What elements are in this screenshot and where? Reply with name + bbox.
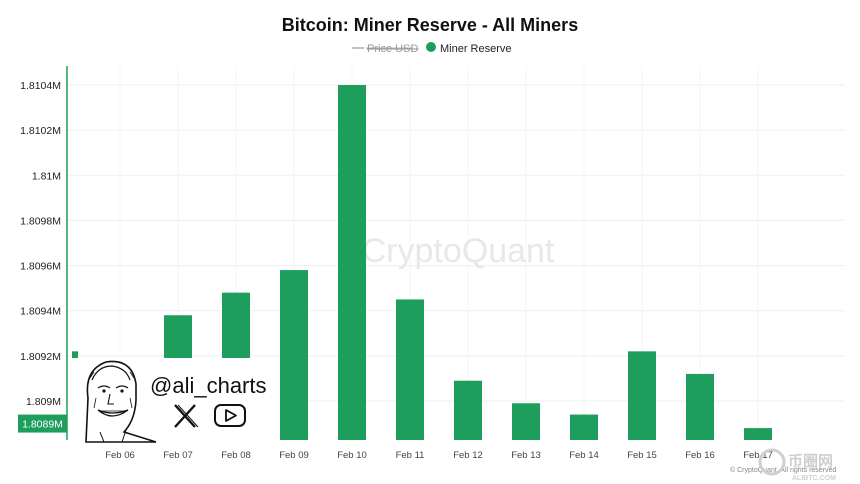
x-tick-label: Feb 11 (396, 450, 425, 461)
x-tick-label: Feb 15 (627, 450, 657, 461)
bar-feb-16[interactable] (686, 373, 714, 440)
x-tick-label: Feb 06 (105, 450, 135, 461)
x-tick-label: Feb 16 (685, 450, 715, 461)
y-tick-label: 1.81M (32, 170, 61, 182)
bar-feb-17[interactable] (744, 428, 772, 440)
current-value-background (18, 414, 67, 433)
youtube-icon[interactable] (214, 404, 246, 427)
legend-miner-reserve-dot-icon (426, 42, 436, 52)
bar-feb-09[interactable] (280, 270, 308, 440)
y-tick-label: 1.8092M (20, 351, 61, 363)
current-value-label: 1.8089M (22, 419, 63, 431)
bar-feb-15[interactable] (628, 351, 656, 440)
x-tick-label: Feb 13 (511, 450, 541, 461)
y-axis-ticks: 1.8104M 1.8102M 1.81M 1.8098M 1.8096M 1.8094M… (20, 80, 61, 408)
y-tick-label: 1.8096M (20, 261, 61, 273)
corner-logo-text: 币圈网 (788, 453, 833, 470)
x-tick-label: Feb 12 (453, 450, 483, 461)
author-overlay: @ali_charts (70, 358, 280, 443)
corner-logo: 币圈网 ALIBTC.COM (758, 448, 836, 482)
y-tick-label: 1.809M (26, 396, 61, 408)
bar-feb-13[interactable] (512, 403, 540, 440)
x-tick-label: Feb 07 (163, 450, 193, 461)
bar-feb-14[interactable] (570, 414, 598, 440)
y-tick-label: 1.8094M (20, 306, 61, 318)
y-tick-label: 1.8102M (20, 125, 61, 137)
current-value-badge: 1.8089M (18, 414, 67, 433)
watermark: CryptoQuant (362, 232, 555, 270)
corner-logo-sub: ALIBTC.COM (792, 475, 836, 482)
chart-title: Bitcoin: Miner Reserve - All Miners (282, 15, 578, 35)
corner-logo-mark-icon (758, 448, 786, 476)
bar-feb-12[interactable] (454, 380, 482, 440)
y-tick-label: 1.8104M (20, 80, 61, 92)
author-handle: @ali_charts (150, 373, 267, 398)
x-tick-label: Feb 10 (337, 450, 367, 461)
x-axis-ticks: Feb 06 Feb 07 Feb 08 Feb 09 Feb 10 Feb 11 Feb … (105, 450, 773, 461)
x-tick-label: Feb 08 (221, 450, 251, 461)
x-tick-label: Feb 09 (279, 450, 309, 461)
legend-miner-reserve[interactable]: Miner Reserve (440, 43, 512, 55)
legend[interactable]: Price USD Miner Reserve (352, 42, 512, 55)
x-logo-icon[interactable] (174, 404, 199, 428)
y-tick-label: 1.8098M (20, 215, 61, 227)
bar-feb-11[interactable] (396, 299, 424, 440)
avatar-sketch-icon (85, 360, 157, 443)
x-tick-label: Feb 14 (569, 450, 599, 461)
bar-feb-10[interactable] (338, 85, 366, 440)
x-tick-label: Feb 17 (743, 450, 773, 461)
copyright-text: © CryptoQuant. All rights reserved (730, 466, 836, 474)
legend-price-usd[interactable]: Price USD (367, 43, 418, 55)
